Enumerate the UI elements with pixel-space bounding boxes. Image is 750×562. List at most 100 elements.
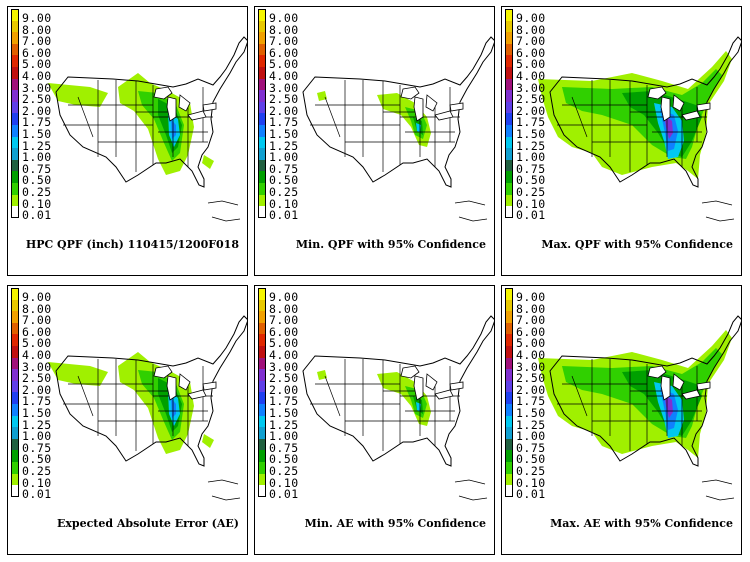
colorbar-swatch: [505, 427, 513, 439]
colorbar-swatch: [11, 43, 19, 56]
great-lake: [647, 365, 667, 379]
colorbar-swatch: [11, 404, 19, 416]
colorbar-swatch: [11, 334, 19, 346]
colorbar-label: 2.50: [269, 92, 299, 107]
colorbar-label: 1.00: [269, 150, 299, 165]
precip-area: [317, 370, 327, 380]
colorbar-label: 7.00: [22, 34, 52, 49]
colorbar-swatch: [11, 485, 19, 497]
country-outline: [302, 315, 494, 467]
colorbar-swatch: [505, 90, 513, 102]
colorbar-swatch: [258, 206, 266, 218]
great-lake: [202, 381, 217, 391]
colorbar-swatch: [258, 20, 266, 33]
colorbar-swatch: [11, 148, 19, 160]
colorbar-swatch: [258, 334, 266, 346]
colorbar-label: 1.25: [516, 138, 546, 153]
colorbar-swatch: [505, 9, 513, 21]
great-lake: [425, 94, 438, 112]
great-lake: [660, 96, 671, 122]
colorbar-swatch: [11, 415, 19, 428]
precip-area: [664, 394, 673, 418]
colorbar-label: 0.01: [269, 487, 299, 502]
panel-caption: HPC QPF (inch) 110415/1200F018: [25, 238, 239, 251]
colorbar-swatch: [11, 311, 19, 323]
us-map: [302, 36, 494, 222]
colorbar-label: 0.10: [22, 475, 52, 490]
panel-caption: Min. AE with 95% Confidence: [304, 517, 486, 530]
colorbar-swatch: [505, 415, 513, 428]
colorbar-label: 8.00: [516, 301, 546, 316]
colorbar-label: 0.50: [22, 173, 52, 188]
colorbar-label: 1.25: [516, 417, 546, 432]
us-map: [538, 36, 741, 222]
panel-caption: Max. AE with 95% Confidence: [550, 517, 733, 530]
colorbar-swatch: [258, 78, 266, 91]
great-lake: [434, 389, 454, 400]
colorbar-label: 2.50: [516, 92, 546, 107]
colorbar-swatch: [11, 392, 19, 404]
colorbar-swatch: [505, 369, 513, 381]
great-lake: [660, 375, 671, 401]
colorbar-label: 1.50: [516, 406, 546, 420]
colorbar-swatch: [11, 90, 19, 102]
colorbar-swatch: [11, 427, 19, 439]
country-outline: [302, 36, 494, 188]
colorbar-swatch: [258, 322, 266, 335]
colorbar-label: 0.75: [22, 440, 52, 455]
us-map: [538, 315, 741, 501]
colorbar-swatch: [505, 43, 513, 56]
colorbar-swatch: [11, 113, 19, 125]
colorbar-swatch: [505, 67, 513, 79]
colorbar-swatch: [505, 183, 513, 195]
map-panel: 9.00 8.00 7.00 6.00 5.00 4.00 3.00 2.50 2.00 1.75…: [254, 285, 495, 555]
great-lake: [187, 110, 207, 121]
colorbar-label: 5.00: [516, 57, 546, 72]
colorbar-label: 9.00: [516, 11, 546, 25]
colorbar-label: 0.25: [516, 185, 546, 199]
colorbar-label: 8.00: [269, 22, 299, 37]
colorbar-label: 0.01: [22, 208, 52, 223]
colorbar-label: 1.00: [516, 150, 546, 165]
colorbar-label: 0.75: [269, 161, 299, 176]
precip-area: [48, 362, 108, 386]
colorbar-label: 2.50: [22, 371, 52, 386]
great-lake: [178, 94, 191, 112]
colorbar-label: 3.00: [516, 359, 546, 374]
colorbar-swatch: [258, 404, 266, 416]
precip-area: [664, 115, 673, 139]
colorbar-label: 0.75: [269, 440, 299, 455]
colorbar-swatch: [11, 101, 19, 114]
colorbar-label: 0.10: [516, 196, 546, 211]
colorbar-label: 0.50: [22, 452, 52, 467]
colorbar-swatch: [11, 78, 19, 91]
colorbar-label: 4.00: [516, 348, 546, 362]
great-lake: [681, 389, 701, 400]
colorbar-swatch: [258, 357, 266, 370]
colorbar-label: 0.10: [269, 196, 299, 211]
caribbean-islands: [454, 200, 488, 222]
colorbar-label: 3.00: [22, 359, 52, 374]
state-border: [324, 96, 341, 138]
colorbar-label: 2.00: [516, 382, 546, 397]
colorbar-swatch: [258, 299, 266, 312]
great-lake: [166, 96, 177, 122]
colorbar-swatch: [11, 9, 19, 21]
colorbar-swatch: [11, 322, 19, 335]
colorbar-label: 0.01: [516, 487, 546, 502]
colorbar-label: 0.25: [22, 185, 52, 199]
caribbean-islands: [701, 479, 735, 501]
state-border: [324, 375, 341, 417]
colorbar-swatch: [11, 299, 19, 312]
colorbar-label: 9.00: [22, 11, 52, 25]
country-outline: [55, 315, 247, 467]
colorbar-label: 1.75: [269, 115, 299, 130]
colorbar-label: 3.00: [22, 80, 52, 95]
colorbar-label: 1.00: [22, 429, 52, 444]
great-lake: [696, 381, 711, 391]
colorbar-swatch: [11, 288, 19, 300]
colorbar-label: 1.50: [22, 127, 52, 141]
colorbar-swatch: [505, 322, 513, 335]
colorbar-label: 0.25: [269, 185, 299, 199]
colorbar-swatch: [11, 473, 19, 486]
